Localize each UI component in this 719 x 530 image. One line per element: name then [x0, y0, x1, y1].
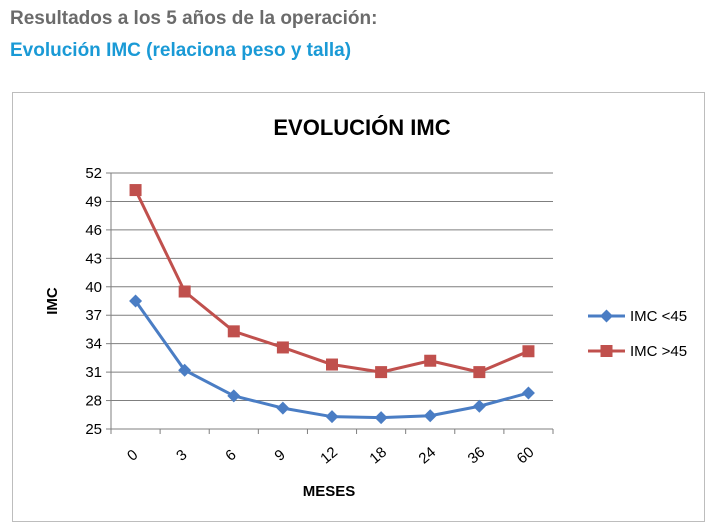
- data-point: [472, 399, 486, 413]
- chart-title: EVOLUCIÓN IMC: [273, 115, 450, 140]
- legend-marker: [600, 345, 613, 357]
- legend-marker: [600, 309, 613, 323]
- data-point: [129, 184, 142, 197]
- page-subheading: Evolución IMC (relaciona peso y talla): [10, 40, 352, 61]
- series-2: [129, 184, 535, 379]
- x-tick-label: 0: [124, 446, 141, 464]
- x-tick-label: 24: [415, 444, 439, 468]
- y-axis-label: IMC: [44, 287, 61, 315]
- x-tick-label: 12: [317, 444, 341, 468]
- legend: IMC <45 IMC >45: [588, 308, 687, 360]
- y-tick-label: 25: [85, 421, 102, 438]
- data-point: [423, 409, 437, 423]
- x-tick-label: 60: [514, 444, 538, 468]
- data-point: [276, 341, 289, 354]
- x-tick-label: 9: [271, 446, 288, 464]
- y-tick-label: 52: [85, 165, 102, 182]
- legend-label: IMC >45: [630, 343, 687, 360]
- y-tick-label: 28: [85, 393, 102, 410]
- data-point: [227, 389, 241, 403]
- y-tick-labels: 25 28 31 34 37 40 43 46 49 52: [85, 165, 102, 438]
- data-point: [522, 345, 535, 358]
- data-point: [178, 285, 191, 298]
- x-tick-label: 18: [366, 444, 390, 468]
- data-point: [325, 410, 339, 424]
- page-heading: Resultados a los 5 años de la operación:: [10, 8, 378, 29]
- y-tick-label: 46: [85, 222, 102, 239]
- x-tick-label: 3: [173, 446, 190, 464]
- y-tick-label: 43: [85, 250, 102, 267]
- series-line: [134, 189, 530, 374]
- data-point: [375, 366, 388, 379]
- y-tick-label: 49: [85, 193, 102, 210]
- x-tick-label: 6: [222, 446, 239, 464]
- data-point: [473, 366, 486, 379]
- data-point: [424, 354, 437, 367]
- data-series: [129, 184, 535, 425]
- y-tick-label: 40: [85, 279, 102, 296]
- y-tick-label: 37: [85, 307, 102, 324]
- data-point: [129, 294, 143, 308]
- data-point: [276, 401, 290, 415]
- y-tick-label: 34: [85, 336, 102, 353]
- x-tick-labels: 0 3 6 9 12 18 24 36 60: [124, 444, 537, 468]
- data-point: [326, 358, 338, 371]
- legend-item: IMC <45: [588, 308, 687, 325]
- x-tick-label: 36: [465, 444, 489, 468]
- x-axis-label: MESES: [303, 483, 356, 500]
- data-point: [521, 386, 535, 400]
- data-point: [374, 411, 388, 425]
- data-point: [178, 363, 192, 377]
- y-tick-label: 31: [85, 364, 102, 381]
- data-point: [227, 325, 240, 338]
- legend-item: IMC >45: [588, 343, 687, 360]
- series-1: [129, 294, 535, 425]
- gridlines: [106, 172, 554, 434]
- legend-label: IMC <45: [630, 308, 687, 325]
